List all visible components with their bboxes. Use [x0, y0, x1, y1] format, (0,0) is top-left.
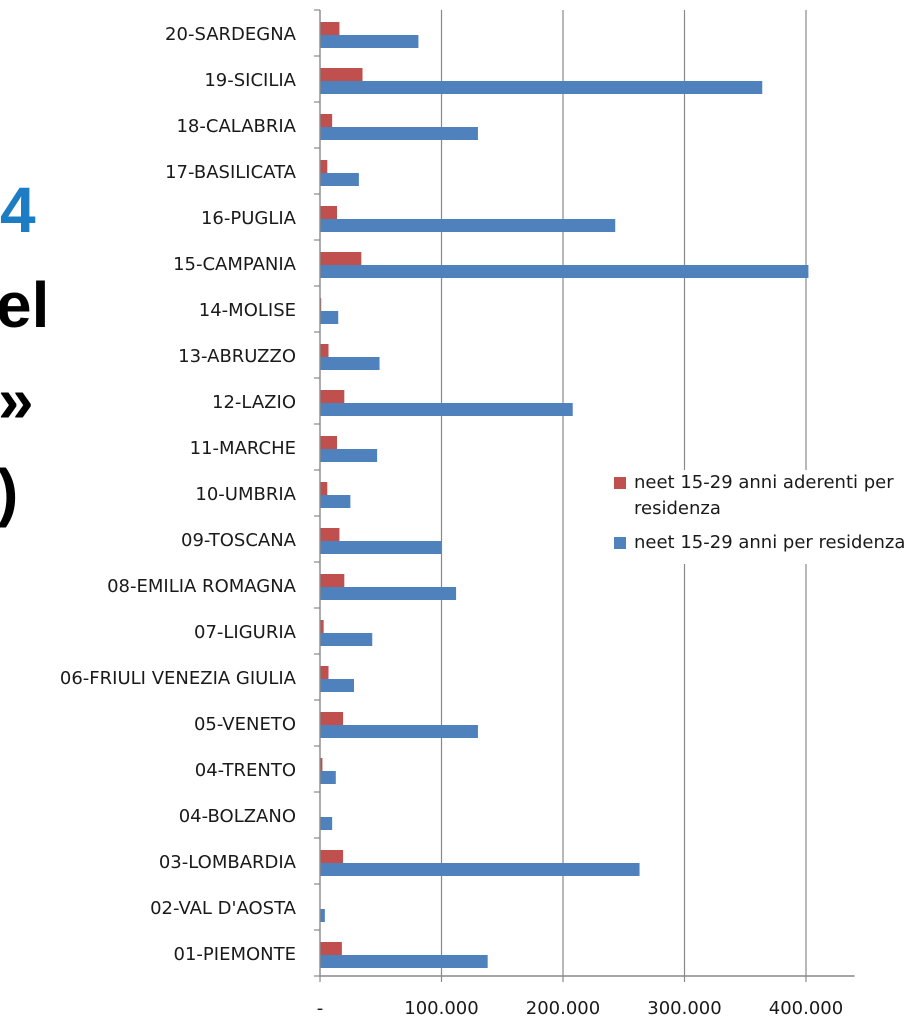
bar-aderenti [320, 114, 333, 129]
bar-residenza [320, 541, 442, 554]
bar-aderenti [320, 712, 344, 727]
bars [320, 22, 809, 968]
bar-residenza [320, 633, 373, 646]
bar-aderenti [320, 758, 323, 773]
category-label: 08-EMILIA ROMAGNA [107, 576, 297, 597]
chart-legend: neet 15-29 anni aderenti per residenza n… [613, 470, 907, 564]
bar-residenza [320, 403, 573, 416]
slide-title-fragment: 4 [0, 174, 36, 246]
bar-residenza [320, 817, 333, 830]
category-label: 06-FRIULI VENEZIA GIULIA [60, 668, 297, 689]
bar-aderenti [320, 482, 328, 497]
legend-label: neet 15-29 anni aderenti per residenza [634, 472, 894, 519]
category-label: 12-LAZIO [212, 392, 296, 413]
category-label: 02-VAL D'AOSTA [150, 898, 297, 919]
category-label: 04-BOLZANO [179, 806, 296, 827]
category-label: 13-ABRUZZO [178, 346, 296, 367]
category-label: 20-SARDEGNA [165, 24, 297, 45]
bar-aderenti [320, 850, 344, 865]
slide-title-fragment: ) [0, 460, 18, 524]
bar-aderenti [320, 436, 338, 451]
bar-aderenti [320, 252, 362, 267]
bar-aderenti [320, 22, 340, 37]
category-label: 03-LOMBARDIA [159, 852, 297, 873]
bar-aderenti [320, 666, 329, 681]
bar-aderenti [320, 620, 324, 635]
legend-label: neet 15-29 anni per residenza [634, 532, 906, 553]
bar-residenza [320, 173, 359, 186]
category-label: 18-CALABRIA [176, 116, 296, 137]
bar-residenza [320, 449, 378, 462]
x-tick-label: 300.000 [647, 998, 721, 1019]
category-label: 01-PIEMONTE [174, 944, 296, 965]
x-tick-label: - [317, 998, 324, 1019]
category-label: 04-TRENTO [195, 760, 296, 781]
legend-item-aderenti: neet 15-29 anni aderenti per residenza [613, 470, 907, 522]
axis-labels: 20-SARDEGNA 19-SICILIA 18-CALABRIA 17-BASIL… [60, 24, 843, 1019]
legend-item-residenza: neet 15-29 anni per residenza [613, 530, 907, 556]
bar-residenza [320, 771, 336, 784]
bar-aderenti [320, 206, 338, 221]
bar-residenza [320, 265, 809, 278]
axes [314, 9, 855, 982]
legend-swatch [614, 477, 626, 489]
category-label: 11-MARCHE [190, 438, 296, 459]
bar-residenza [320, 725, 478, 738]
category-label: 05-VENETO [194, 714, 296, 735]
category-label: 09-TOSCANA [181, 530, 297, 551]
category-label: 16-PUGLIA [201, 208, 297, 229]
category-label: 15-CAMPANIA [173, 254, 297, 275]
bar-residenza [320, 219, 616, 232]
category-label: 10-UMBRIA [195, 484, 296, 505]
bar-residenza [320, 81, 763, 94]
category-label: 14-MOLISE [199, 300, 296, 321]
bar-residenza [320, 311, 339, 324]
bar-residenza [320, 495, 351, 508]
bar-residenza [320, 955, 488, 968]
bar-residenza [320, 357, 380, 370]
bar-aderenti [320, 160, 328, 175]
bar-residenza [320, 679, 355, 692]
x-tick-label: 100.000 [404, 998, 478, 1019]
bar-aderenti [320, 344, 329, 359]
bar-residenza [320, 863, 640, 876]
legend-swatch [614, 537, 626, 549]
bar-aderenti [320, 68, 363, 83]
bar-aderenti [320, 390, 345, 405]
slide-title-fragment: el [0, 269, 50, 341]
bar-residenza [320, 909, 325, 922]
bar-aderenti [320, 942, 342, 957]
category-label: 19-SICILIA [204, 70, 296, 91]
bar-aderenti [320, 574, 345, 589]
bar-residenza [320, 35, 419, 48]
slide-title-fragment: » [0, 364, 34, 436]
bar-aderenti [320, 528, 340, 543]
bar-residenza [320, 587, 457, 600]
category-label: 07-LIGURIA [194, 622, 297, 643]
category-label: 17-BASILICATA [165, 162, 297, 183]
x-tick-label: 200.000 [526, 998, 600, 1019]
x-tick-label: 400.000 [769, 998, 843, 1019]
bar-residenza [320, 127, 478, 140]
